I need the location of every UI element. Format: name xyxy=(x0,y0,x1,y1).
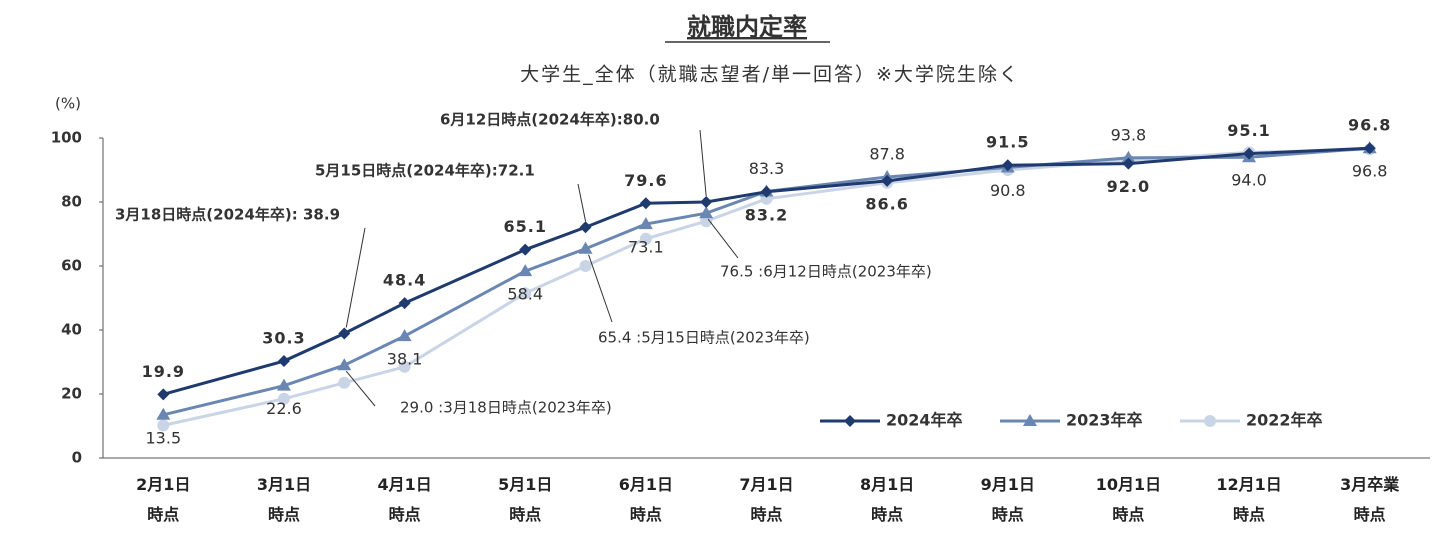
data-point xyxy=(398,297,411,310)
data-point xyxy=(639,197,652,210)
data-label: 83.2 xyxy=(745,205,788,224)
annotation-leader xyxy=(707,218,739,259)
data-label: 22.6 xyxy=(266,399,302,418)
data-point xyxy=(397,329,412,342)
chart-subtitle: 大学生_全体（就職志望者/単一回答）※大学院生除く xyxy=(520,64,1020,86)
data-point xyxy=(338,327,351,340)
data-point xyxy=(157,419,170,432)
chart-title: 就職内定率 xyxy=(687,13,807,41)
data-label: 90.8 xyxy=(990,181,1026,200)
data-label: 95.1 xyxy=(1227,121,1270,140)
data-label: 96.8 xyxy=(1352,162,1388,181)
data-point xyxy=(881,174,894,187)
data-label: 48.4 xyxy=(383,271,426,290)
data-point xyxy=(518,264,533,277)
data-label: 87.8 xyxy=(869,145,905,164)
data-point xyxy=(1243,147,1256,160)
x-tick-label: 10月1日 時点 xyxy=(1095,475,1162,524)
x-tick-label: 3月1日 時点 xyxy=(256,475,312,524)
annotation: 76.5 :6月12日時点(2023年卒) xyxy=(720,263,932,281)
data-label: 83.3 xyxy=(749,159,785,178)
x-tick-label: 7月1日 時点 xyxy=(739,475,794,524)
series-line xyxy=(162,146,1370,396)
y-tick-label: 100 xyxy=(51,129,82,147)
data-point xyxy=(519,287,532,300)
data-point xyxy=(276,378,291,391)
data-point xyxy=(760,185,773,198)
y-tick-label: 80 xyxy=(61,193,82,211)
data-point xyxy=(700,196,713,208)
data-label: 30.3 xyxy=(262,329,305,348)
data-point xyxy=(398,360,411,373)
data-label: 92.0 xyxy=(1107,177,1150,196)
data-label: 96.8 xyxy=(1348,116,1391,135)
data-point xyxy=(1122,157,1135,170)
legend-marker xyxy=(1204,415,1216,427)
data-point xyxy=(337,358,352,371)
x-tick-label: 6月1日 時点 xyxy=(618,475,673,524)
data-point xyxy=(519,243,532,256)
x-tick-label: 5月1日 時点 xyxy=(498,475,553,524)
data-label: 19.9 xyxy=(142,362,185,381)
data-point xyxy=(579,260,592,272)
annotation-leader xyxy=(345,370,376,407)
annotation-leader xyxy=(699,129,707,197)
annotation: 5月15日時点(2024年卒):72.1 xyxy=(315,162,535,180)
x-tick-label: 9月1日 時点 xyxy=(980,475,1035,524)
series-line xyxy=(162,147,1370,427)
annotation-leader xyxy=(588,254,613,323)
y-tick-label: 60 xyxy=(61,257,82,275)
data-point xyxy=(1363,142,1376,155)
y-unit: (%) xyxy=(55,95,81,113)
data-label: 86.6 xyxy=(865,194,908,213)
x-tick-label: 12月1日 時点 xyxy=(1216,475,1282,524)
annotation: 29.0 :3月18日時点(2023年卒) xyxy=(400,399,612,417)
x-tick-label: 3月卒業 時点 xyxy=(1340,475,1400,524)
y-tick-label: 0 xyxy=(72,449,82,467)
legend-marker xyxy=(1023,414,1037,426)
data-point xyxy=(1001,159,1014,172)
annotation-leader xyxy=(345,227,366,328)
annotation: 6月12日時点(2024年卒):80.0 xyxy=(440,111,660,129)
data-point xyxy=(639,232,652,245)
data-point xyxy=(699,206,714,219)
data-label: 13.5 xyxy=(146,428,182,447)
legend-label: 2023年卒 xyxy=(1066,411,1143,430)
data-label: 79.6 xyxy=(624,171,667,190)
x-tick-label: 4月1日 時点 xyxy=(377,475,432,524)
x-tick-label: 8月1日 時点 xyxy=(859,475,915,524)
x-tick-label: 2月1日 時点 xyxy=(136,475,191,524)
data-label: 65.1 xyxy=(503,217,546,236)
data-point xyxy=(1121,150,1136,163)
data-point xyxy=(338,376,351,389)
annotation-leader xyxy=(577,183,587,222)
data-point xyxy=(579,221,592,234)
data-label: 38.1 xyxy=(387,350,423,369)
data-point xyxy=(277,355,290,368)
series-line xyxy=(162,146,1370,417)
data-point xyxy=(157,388,170,401)
data-label: 91.5 xyxy=(986,133,1029,152)
data-label: 93.8 xyxy=(1111,125,1147,144)
annotation: 65.4 :5月15日時点(2023年卒) xyxy=(598,329,810,347)
data-point xyxy=(638,217,653,230)
data-label: 94.0 xyxy=(1231,171,1267,190)
data-label: 58.4 xyxy=(507,285,543,304)
legend-label: 2024年卒 xyxy=(886,411,963,430)
y-tick-label: 20 xyxy=(61,385,82,403)
legend-label: 2022年卒 xyxy=(1246,411,1323,430)
data-point xyxy=(156,407,171,420)
data-point xyxy=(578,241,593,254)
legend-marker xyxy=(844,415,856,427)
y-tick-label: 40 xyxy=(61,321,82,339)
data-label: 73.1 xyxy=(628,238,664,257)
annotation: 3月18日時点(2024年卒): 38.9 xyxy=(115,206,340,224)
data-point xyxy=(277,392,290,405)
